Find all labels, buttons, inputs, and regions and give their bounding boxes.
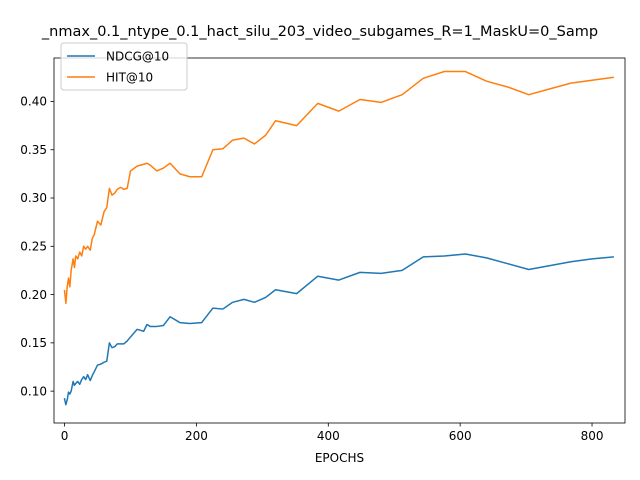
- y-tick-label: 0.35: [20, 143, 47, 157]
- y-tick-label: 0.15: [20, 336, 47, 350]
- y-tick-label: 0.20: [20, 288, 47, 302]
- x-axis-label: EPOCHS: [315, 451, 364, 465]
- series-line-ndcg: [63, 253, 614, 406]
- series-line-hit: [63, 70, 614, 305]
- y-tick-label: 0.10: [20, 384, 47, 398]
- legend-label-hit: HIT@10: [106, 71, 153, 85]
- x-tick-label: 600: [449, 429, 472, 443]
- series-layer: [63, 70, 614, 406]
- y-tick-label: 0.25: [20, 239, 47, 253]
- x-tick-label: 0: [61, 429, 69, 443]
- x-tick-label: 800: [581, 429, 604, 443]
- x-tick-label: 400: [317, 429, 340, 443]
- plot-frame: [53, 57, 626, 424]
- y-axis: 0.10 0.15 0.20 0.25 0.30 0.35 0.40: [20, 95, 54, 398]
- x-tick-label: 200: [185, 429, 208, 443]
- y-tick-label: 0.40: [20, 95, 47, 109]
- legend: NDCG@10 HIT@10: [60, 42, 188, 91]
- chart-title: _nmax_0.1_ntype_0.1_hact_silu_203_video_…: [41, 24, 598, 40]
- x-axis: 0 200 400 600 800: [61, 423, 604, 443]
- legend-label-ndcg: NDCG@10: [106, 50, 169, 64]
- legend-box: [60, 42, 188, 91]
- y-tick-label: 0.30: [20, 191, 47, 205]
